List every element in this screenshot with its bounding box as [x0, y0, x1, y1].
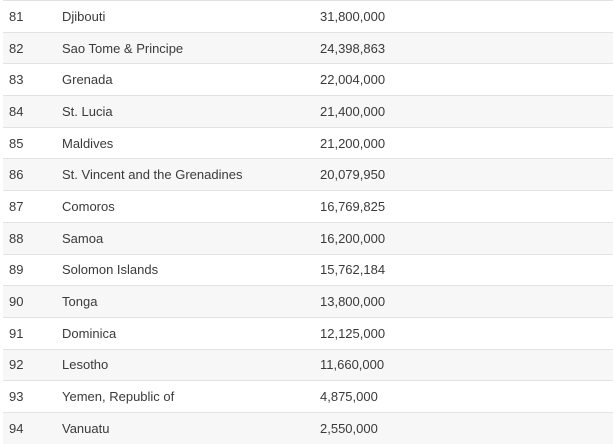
value-cell: 21,400,000 — [320, 103, 386, 119]
table-row: 82 Sao Tome & Principe 24,398,863 — [3, 32, 613, 64]
country-cell: Yemen, Republic of — [62, 389, 175, 405]
ranking-table: 81 Djibouti 31,800,000 82 Sao Tome & Princip… — [3, 0, 613, 444]
rank-cell: 84 — [9, 103, 24, 119]
rank-cell: 88 — [9, 230, 24, 246]
country-cell: Comoros — [62, 198, 115, 214]
value-cell: 31,800,000 — [320, 8, 386, 24]
country-cell: Lesotho — [62, 357, 109, 373]
rank-cell: 86 — [9, 167, 24, 183]
value-cell: 2,550,000 — [320, 421, 378, 437]
country-cell: Samoa — [62, 230, 104, 246]
rank-cell: 91 — [9, 325, 24, 341]
value-cell: 13,800,000 — [320, 294, 386, 310]
table-row: 90 Tonga 13,800,000 — [3, 285, 613, 318]
rank-cell: 82 — [9, 40, 24, 56]
country-cell: St. Lucia — [62, 103, 113, 119]
country-cell: Vanuatu — [62, 421, 110, 437]
value-cell: 15,762,184 — [320, 262, 386, 278]
rank-cell: 83 — [9, 72, 24, 88]
rank-cell: 85 — [9, 135, 24, 151]
value-cell: 16,769,825 — [320, 198, 386, 214]
table-row: 91 Dominica 12,125,000 — [3, 317, 613, 349]
table-row: 89 Solomon Islands 15,762,184 — [3, 254, 613, 286]
value-cell: 4,875,000 — [320, 389, 378, 405]
rank-cell: 89 — [9, 262, 24, 278]
table-row: 92 Lesotho 11,660,000 — [3, 349, 613, 381]
rank-cell: 81 — [9, 8, 24, 24]
country-cell: Tonga — [62, 294, 98, 310]
country-cell: St. Vincent and the Grenadines — [62, 167, 243, 183]
table-row: 86 St. Vincent and the Grenadines 20,079,9… — [3, 158, 613, 191]
value-cell: 21,200,000 — [320, 135, 386, 151]
table-row: 93 Yemen, Republic of 4,875,000 — [3, 380, 613, 413]
rank-cell: 92 — [9, 357, 24, 373]
table-row: 87 Comoros 16,769,825 — [3, 190, 613, 223]
table-row: 85 Maldives 21,200,000 — [3, 127, 613, 159]
table-body: 81 Djibouti 31,800,000 82 Sao Tome & Princip… — [3, 0, 613, 444]
value-cell: 11,660,000 — [320, 357, 385, 373]
value-cell: 12,125,000 — [320, 325, 386, 341]
rank-cell: 87 — [9, 198, 24, 214]
table-row: 88 Samoa 16,200,000 — [3, 222, 613, 254]
country-cell: Grenada — [62, 72, 113, 88]
value-cell: 16,200,000 — [320, 230, 386, 246]
value-cell: 24,398,863 — [320, 40, 386, 56]
table-row: 84 St. Lucia 21,400,000 — [3, 95, 613, 128]
country-cell: Maldives — [62, 135, 114, 151]
table-row: 83 Grenada 22,004,000 — [3, 63, 613, 96]
table-row: 81 Djibouti 31,800,000 — [3, 0, 613, 33]
value-cell: 22,004,000 — [320, 72, 386, 88]
table-row: 94 Vanuatu 2,550,000 — [3, 412, 613, 444]
country-cell: Djibouti — [62, 8, 106, 24]
rank-cell: 90 — [9, 294, 24, 310]
country-cell: Sao Tome & Principe — [62, 40, 184, 56]
rank-cell: 94 — [9, 421, 24, 437]
value-cell: 20,079,950 — [320, 167, 386, 183]
rank-cell: 93 — [9, 389, 24, 405]
country-cell: Solomon Islands — [62, 262, 159, 278]
country-cell: Dominica — [62, 325, 117, 341]
